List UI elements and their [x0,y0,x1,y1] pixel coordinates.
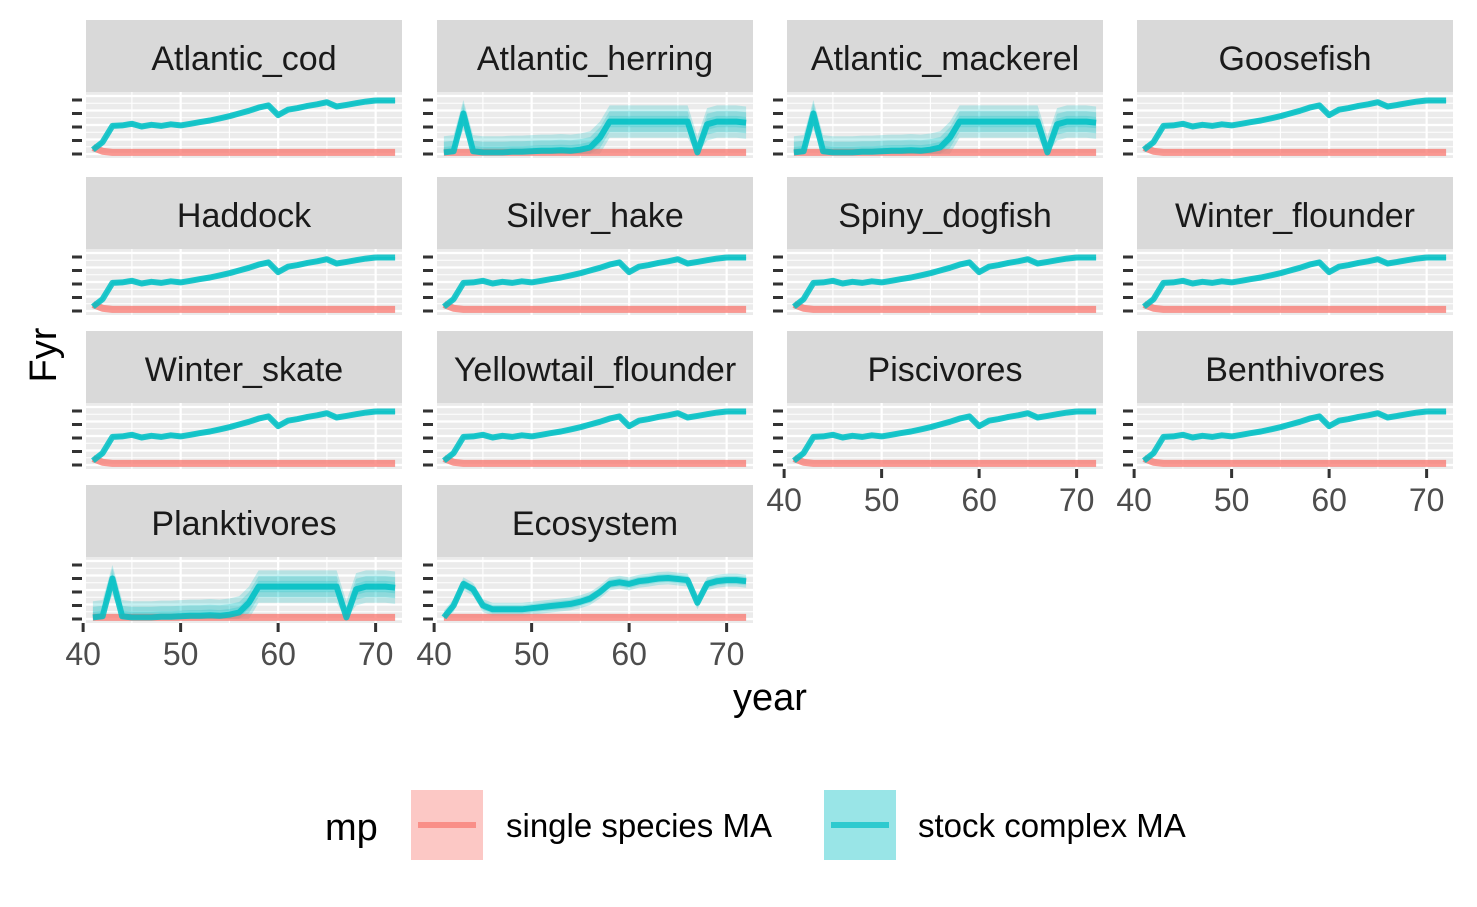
x-tick-label: 70 [358,636,394,672]
stock-complex-ribbon [793,100,1097,154]
facet-strip-label: Piscivores [868,351,1023,389]
facet-strip-label: Yellowtail_flounder [454,351,736,389]
stock-complex-line [443,110,747,156]
single-species-line [1142,144,1447,156]
x-tick-label: 50 [163,636,199,672]
facet-panel: Atlantic_herring [423,20,753,158]
stock-complex-ribbon [793,103,1097,154]
x-tick-label: 60 [1311,482,1347,518]
stock-complex-ribbon [92,565,396,619]
stock-complex-ribbon [92,568,396,619]
facet-panel: Goosefish [1123,20,1453,158]
facet-panel: Spiny_dogfish [773,177,1103,315]
x-tick-label: 70 [1409,482,1445,518]
facet-strip-label: Atlantic_mackerel [811,40,1079,78]
legend-label-single-species: single species MA [506,807,772,844]
stock-complex-line [91,408,396,464]
facet-strip-label: Ecosystem [512,505,678,543]
stock-complex-line [792,254,1097,310]
facet-panel: Silver_hake [423,177,753,315]
x-axis-title: year [733,677,807,719]
facet-panel: Piscivores 40 50 60 70 [766,331,1103,518]
y-axis-title: Fyr [23,327,65,382]
x-tick-label: 40 [416,636,452,672]
facet-panel: Haddock [72,177,402,315]
facet-strip [1137,177,1453,249]
facet-panel: Atlantic_mackerel [773,20,1103,158]
facet-strip-label: Goosefish [1218,40,1371,78]
facet-strip [1137,331,1453,403]
stock-complex-line [442,408,747,464]
stock-complex-line [1142,97,1447,153]
facet-strip [86,177,402,249]
stock-complex-ribbon [443,100,747,154]
facet-panels: Atlantic_cod Atlantic_herring Atlantic_mac… [65,20,1453,672]
stock-complex-line [442,254,747,310]
facet-strip [437,331,753,403]
x-tick-label: 60 [611,636,647,672]
facet-strip-label: Silver_hake [506,197,684,235]
facet-strip [86,485,402,557]
single-species-line [91,455,396,467]
single-species-line [91,144,396,156]
x-tick-label: 70 [709,636,745,672]
facet-panel: Winter_skate [72,331,402,469]
facet-panel: Planktivores 40 50 60 70 [65,485,402,672]
stock-complex-line [1142,408,1447,464]
stock-complex-line [92,575,396,621]
facet-strip-label: Benthivores [1205,351,1385,389]
stock-complex-line [793,110,1097,156]
single-species-line [1142,455,1447,467]
x-tick-label: 60 [961,482,997,518]
legend-label-stock-complex: stock complex MA [918,807,1186,844]
facet-strip [787,177,1103,249]
facet-strip-label: Planktivores [151,505,336,543]
x-tick-label: 70 [1059,482,1095,518]
facet-strip-label: Atlantic_herring [477,40,713,78]
single-species-line [792,301,1097,313]
facet-strip-label: Winter_flounder [1175,197,1415,235]
stock-complex-ribbon [443,103,747,154]
x-tick-label: 50 [514,636,550,672]
facet-strip [86,331,402,403]
facet-strip-label: Spiny_dogfish [838,197,1052,235]
x-tick-label: 40 [65,636,101,672]
x-tick-label: 50 [1214,482,1250,518]
facet-strip-label: Haddock [177,197,312,235]
stock-complex-line [441,575,747,620]
single-species-line [91,301,396,313]
facet-strip [1137,20,1453,92]
facet-panel: Ecosystem 40 50 60 70 [416,485,753,672]
stock-complex-line [1142,254,1447,310]
facet-strip-label: Winter_skate [145,351,343,389]
stock-complex-line [91,97,396,153]
legend: mp single species MA stock complex MA [325,790,1186,860]
single-species-line [442,301,747,313]
facet-strip-label: Atlantic_cod [151,40,336,78]
facet-panel: Benthivores 40 50 60 70 [1116,331,1453,518]
x-tick-label: 50 [864,482,900,518]
x-tick-label: 60 [260,636,296,672]
facet-panel: Yellowtail_flounder [423,331,753,469]
facet-strip [787,20,1103,92]
stock-complex-line [792,408,1097,464]
single-species-line [1142,301,1447,313]
legend-title: mp [325,807,378,849]
single-species-line [442,455,747,467]
x-tick-label: 40 [1116,482,1152,518]
facet-strip [86,20,402,92]
facet-strip [437,177,753,249]
facet-panel: Winter_flounder [1123,177,1453,315]
facet-strip [787,331,1103,403]
single-species-line [792,455,1097,467]
x-tick-label: 40 [766,482,802,518]
facet-strip [437,20,753,92]
facet-strip [437,485,753,557]
stock-complex-line [91,254,396,310]
facet-panel: Atlantic_cod [72,20,402,158]
